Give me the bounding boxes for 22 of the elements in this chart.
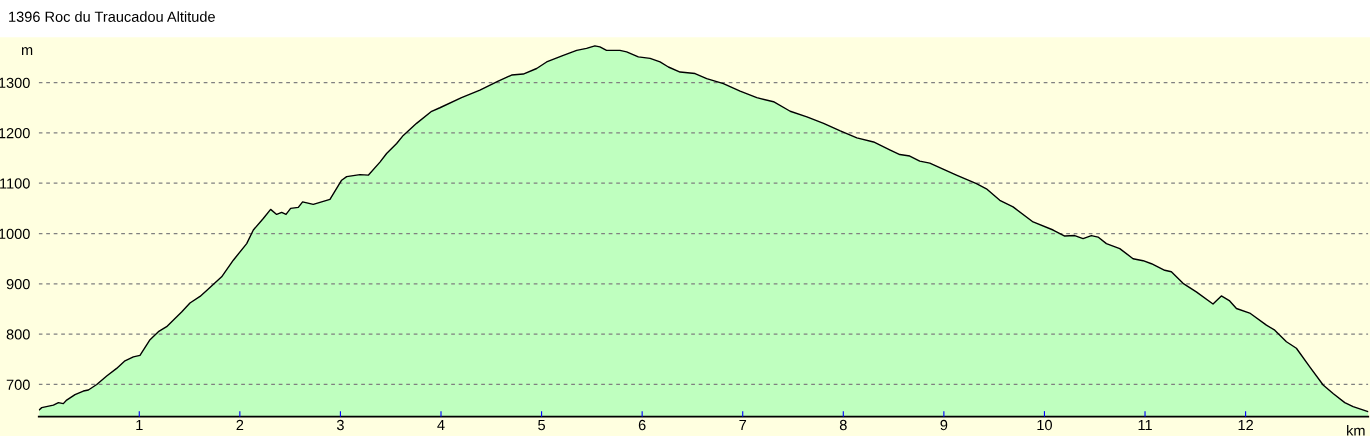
chart-title: 1396 Roc du Traucadou Altitude xyxy=(9,11,215,22)
x-tick-label: 11 xyxy=(1138,420,1152,431)
x-tick-label: 6 xyxy=(638,419,646,431)
y-tick-label: 1200 xyxy=(0,128,30,139)
y-tick-label: 1300 xyxy=(0,77,30,89)
x-tick-label: 10 xyxy=(1037,419,1052,431)
x-tick-label: 8 xyxy=(839,419,847,431)
x-tick-label: 7 xyxy=(739,420,747,431)
x-tick-label: 3 xyxy=(336,419,344,431)
x-tick-label: 5 xyxy=(538,420,546,431)
x-tick-label: 9 xyxy=(940,419,948,431)
y-tick-label: 900 xyxy=(6,278,30,290)
x-tick-label: 4 xyxy=(437,420,445,431)
x-tick-label: 1 xyxy=(136,420,143,431)
y-tick-label: 1000 xyxy=(0,228,30,239)
x-axis-title: km xyxy=(1347,425,1365,436)
y-tick-label: 1100 xyxy=(0,178,30,189)
y-tick-label: 800 xyxy=(6,329,30,340)
y-axis-title: m xyxy=(21,47,33,55)
x-tick-label: 12 xyxy=(1238,419,1253,431)
y-tick-label: 700 xyxy=(6,379,30,390)
x-tick-label: 2 xyxy=(236,419,244,431)
